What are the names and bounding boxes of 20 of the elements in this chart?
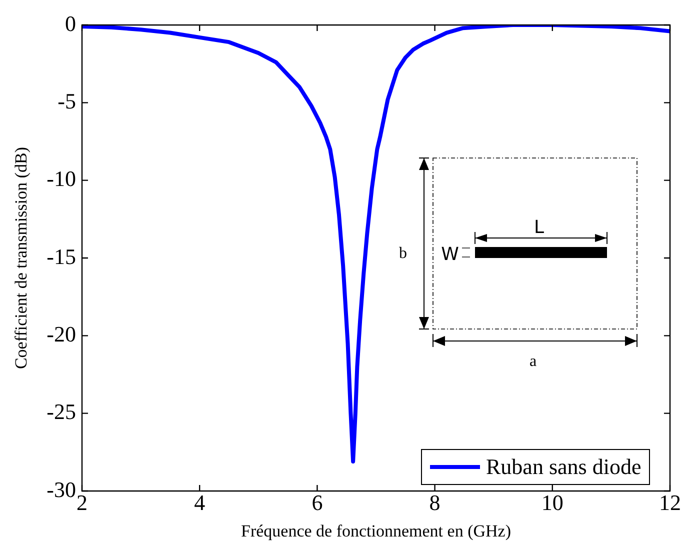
y-tick-label: -10 [46,166,76,192]
y-tick-label: -20 [46,321,76,346]
annotation: W [441,244,460,265]
y-axis-title: Coefficient de transmission (dB) [12,146,31,370]
legend-label: Ruban sans diode [486,454,642,480]
annotation: L [534,217,544,238]
y-tick-label: -15 [46,244,76,269]
annotation: b [399,245,407,262]
x-axis-title: Fréquence de fonctionnement en (GHz) [241,521,511,540]
y-tick-label: 0 [65,10,76,36]
x-tick-label: 6 [312,490,323,515]
annotation: a [529,353,537,370]
x-tick-label: 12 [659,490,681,515]
x-tick-label: 4 [194,490,206,515]
x-tick-label: 8 [429,490,440,515]
y-tick-label: -5 [58,88,76,114]
y-tick-label: -30 [46,476,76,502]
x-tick-label: 2 [76,490,88,515]
x-tick-label: 10 [541,490,564,515]
y-tick-label: -25 [46,399,76,424]
